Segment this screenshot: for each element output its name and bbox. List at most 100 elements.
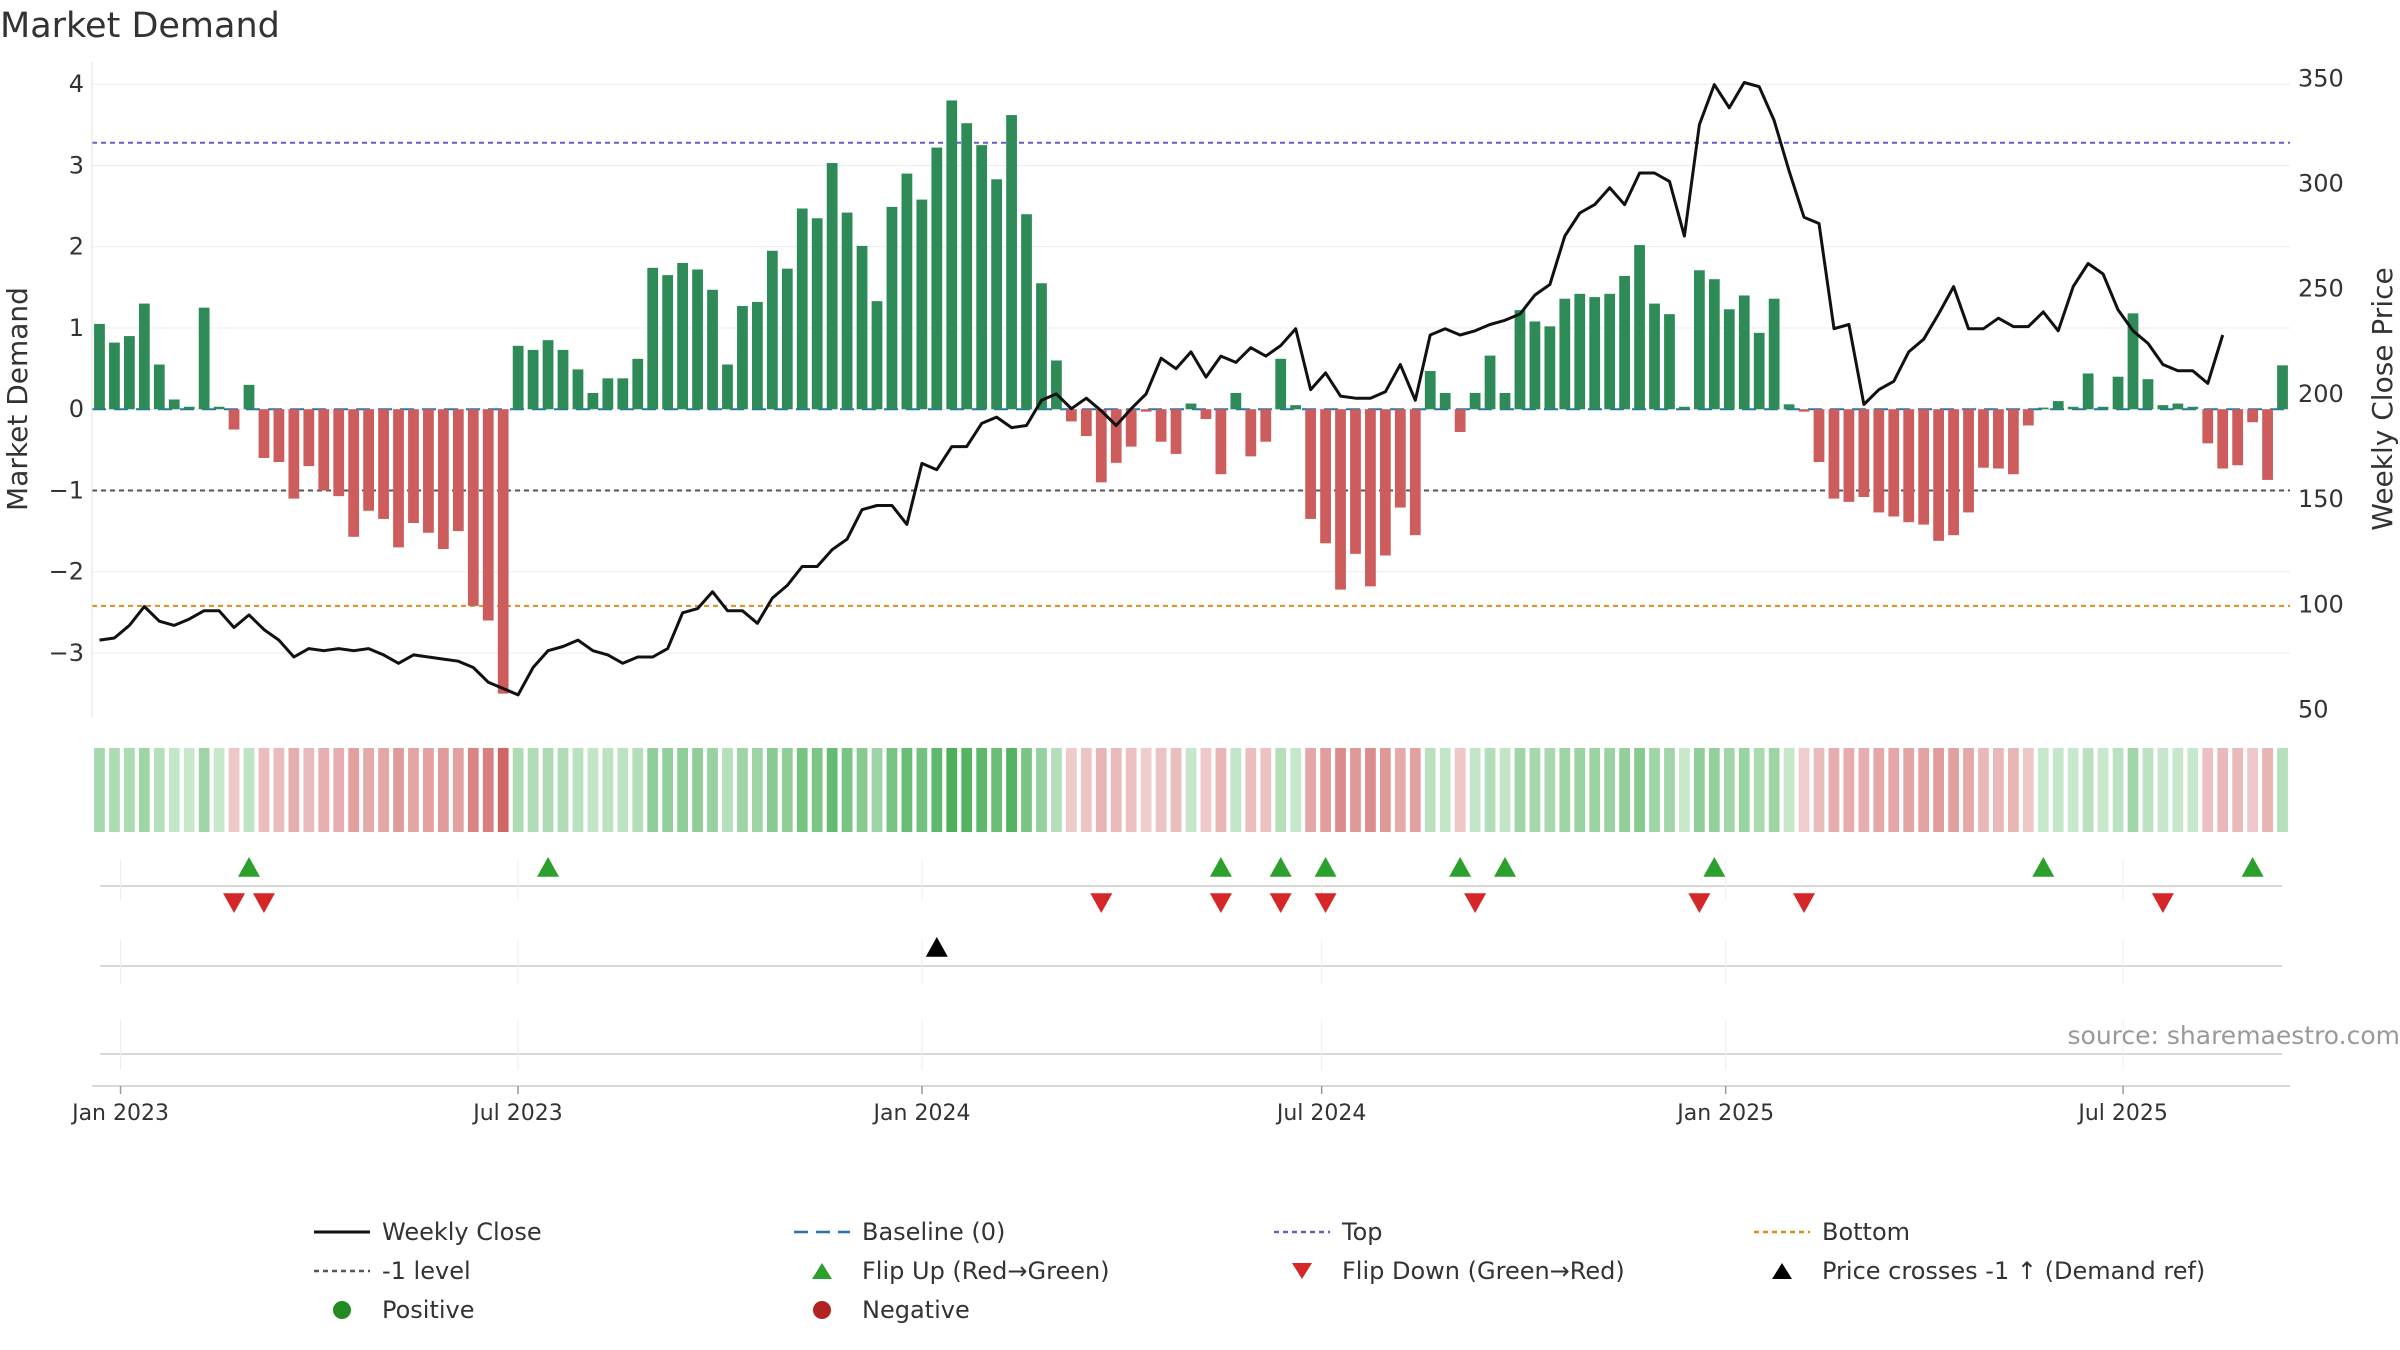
heat-strip-cell: [1978, 748, 1989, 832]
heat-strip-cell: [1275, 748, 1287, 832]
heat-strip-cell: [1574, 748, 1586, 832]
demand-bar: [1065, 409, 1077, 422]
heat-strip-cell: [1693, 748, 1705, 832]
demand-bar: [1933, 409, 1945, 541]
demand-bar: [2112, 376, 2124, 410]
heat-strip-cell: [348, 748, 360, 832]
heat-strip-cell: [228, 748, 240, 832]
heat-strip-cell: [662, 748, 674, 832]
dot-swatch-icon: [1754, 1230, 1810, 1233]
demand-bar: [1828, 409, 1840, 499]
demand-bar: [2187, 406, 2199, 410]
flip-down-marker: [1464, 893, 1487, 913]
heat-strip-cell: [467, 748, 479, 832]
heat-strip-cell: [587, 748, 599, 832]
demand-bar: [587, 392, 599, 410]
demand-bar: [901, 173, 913, 410]
demand-bar: [1439, 392, 1451, 410]
demand-bar: [1290, 405, 1302, 410]
heat-strip-cell: [363, 748, 375, 832]
heat-strip-cell: [1469, 748, 1481, 832]
demand-bar: [1903, 409, 1915, 523]
heat-strip-cell: [1948, 748, 1959, 832]
demand-bar: [1738, 295, 1750, 410]
demand-bar: [737, 306, 748, 410]
heat-strip-cell: [1095, 748, 1107, 832]
demand-bar: [2277, 365, 2288, 410]
demand-bar: [1095, 409, 1107, 483]
demand-bar: [1260, 409, 1272, 442]
y-tick-label-right: 200: [2298, 380, 2344, 408]
heat-strip-cell: [138, 748, 150, 832]
demand-bar: [2202, 409, 2214, 444]
circle-icon: [813, 1300, 831, 1319]
demand-bar: [1708, 279, 1720, 410]
heat-strip-cell: [2022, 748, 2034, 832]
heat-strip-cell: [916, 748, 928, 832]
heat-strip-layer: [94, 748, 2288, 832]
legend-item-flip-up: Flip Up (Red→Green): [792, 1251, 1272, 1290]
demand-bar: [1275, 358, 1287, 410]
demand-bar: [2022, 409, 2034, 426]
heat-strip-cell: [961, 748, 973, 832]
heat-strip-cell: [2112, 748, 2124, 832]
demand-bar: [1424, 371, 1436, 410]
flip-up-marker: [1314, 857, 1337, 877]
reference-lines-layer: [92, 141, 2290, 607]
y-tick-label-left: −2: [49, 558, 84, 586]
heat-strip-cell: [123, 748, 135, 832]
demand-bar: [1036, 283, 1047, 410]
heat-strip-cell: [602, 748, 614, 832]
heat-strip-cell: [1559, 748, 1571, 832]
heat-strip-cell: [512, 748, 524, 832]
legend-item-positive: Positive: [312, 1290, 792, 1329]
heat-strip-cell: [1185, 748, 1197, 832]
demand-bar: [1529, 321, 1541, 410]
demand-bar: [393, 409, 404, 548]
heat-strip-cell: [1394, 748, 1406, 832]
heat-strip-cell: [333, 748, 345, 832]
legend-label: Positive: [382, 1295, 475, 1324]
legend-item-minus-one: -1 level: [312, 1251, 792, 1290]
heat-strip-cell: [109, 748, 120, 832]
demand-bar: [482, 409, 494, 621]
heat-strip-cell: [2052, 748, 2064, 832]
circle-icon: [333, 1300, 351, 1319]
legend-item-baseline: Baseline (0): [792, 1212, 1272, 1251]
demand-bar: [273, 409, 285, 463]
heat-strip-cell: [258, 748, 270, 832]
heat-strip-cell: [1350, 748, 1361, 832]
heat-strip-cell: [1305, 748, 1317, 832]
demand-bar: [1320, 409, 1331, 544]
flip-down-marker: [223, 893, 246, 913]
flip-up-marker: [1449, 857, 1472, 877]
flip-down-marker: [252, 893, 275, 913]
demand-bar: [153, 364, 165, 410]
demand-bar: [408, 409, 419, 523]
demand-bar: [856, 245, 868, 410]
heat-strip-cell: [183, 748, 195, 832]
heat-strip-cell: [423, 748, 434, 832]
demand-bar: [1080, 409, 1092, 437]
legend-label: Top: [1342, 1217, 1383, 1246]
demand-bar: [1753, 332, 1765, 410]
demand-bar: [1918, 409, 1930, 525]
demand-bar: [437, 409, 449, 549]
y-tick-label-right: 300: [2298, 170, 2344, 198]
heat-strip-cell: [946, 748, 958, 832]
heat-strip-cell: [647, 748, 659, 832]
heat-strip-cell: [2262, 748, 2273, 832]
demand-bar: [1185, 403, 1197, 410]
demand-bar: [1365, 409, 1376, 587]
demand-bar: [976, 145, 988, 410]
heat-strip-cell: [273, 748, 285, 832]
heat-strip-cell: [542, 748, 554, 832]
demand-bar: [1619, 275, 1631, 410]
heat-strip-cell: [901, 748, 913, 832]
demand-bar: [1858, 409, 1870, 497]
flip-down-marker: [2151, 893, 2174, 913]
demand-bar: [512, 345, 524, 410]
demand-bar: [318, 409, 330, 491]
heat-strip-cell: [1409, 748, 1421, 832]
